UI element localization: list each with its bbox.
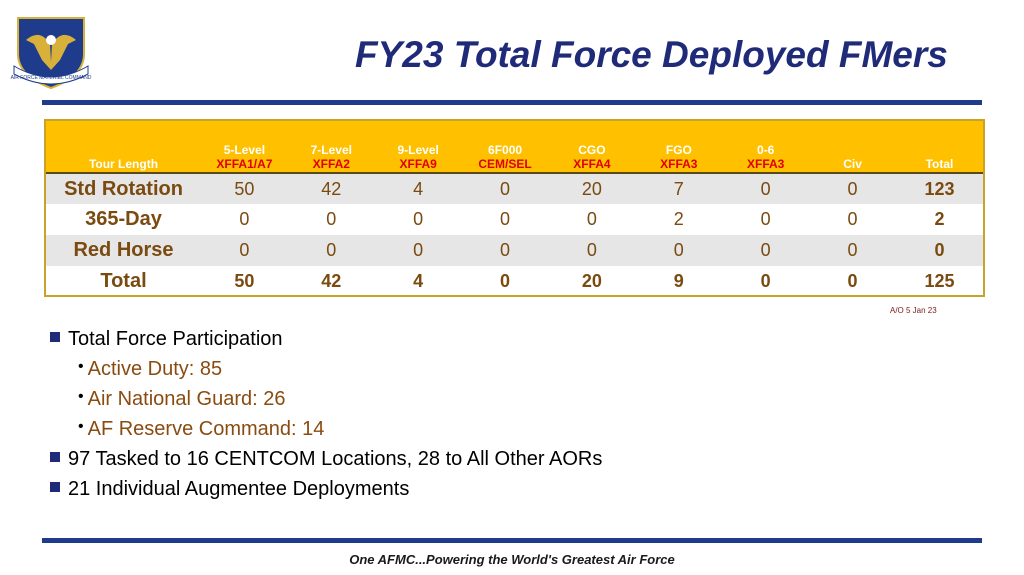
table-row-total: Total 50 42 4 0 20 9 0 0 125 <box>46 266 983 297</box>
table-cell: 0 <box>722 172 810 204</box>
table-cell: 0 <box>760 209 771 229</box>
table-cell: 0 <box>500 209 511 229</box>
table-cell: 0 <box>673 240 684 260</box>
table-cell: 20 <box>548 172 636 204</box>
table-cell: 0 <box>847 240 858 260</box>
table-cell: 7 <box>635 172 723 204</box>
dot-bullet-icon: • <box>78 358 84 375</box>
table-cell: 0 <box>809 172 896 204</box>
dot-bullet-icon: • <box>78 388 84 405</box>
table-cell-total: 125 <box>924 271 955 291</box>
deployment-table: Tour Length 5-Level XFFA1/A7 7-Level XFFA2… <box>44 119 985 297</box>
table-cell: 42 <box>321 271 342 291</box>
bullet-item: Total Force Participation <box>50 328 283 351</box>
table-row-red-horse: Red Horse 0 0 0 0 0 0 0 0 0 <box>46 235 983 266</box>
table-cell: 0 <box>847 209 858 229</box>
table-cell: 0 <box>326 240 337 260</box>
afmc-shield-logo: AIR FORCE MATERIEL COMMAND <box>10 14 92 92</box>
square-bullet-icon <box>50 482 60 492</box>
header-0-6: 0-6 XFFA3 <box>747 143 785 171</box>
row-label: Total <box>100 270 147 292</box>
table-cell-total: 2 <box>934 209 945 229</box>
header-civ: Civ <box>843 157 862 171</box>
table-cell: 20 <box>581 271 602 291</box>
square-bullet-icon <box>50 452 60 462</box>
slide-title: FY23 Total Force Deployed FMers <box>355 34 948 75</box>
table-cell: 0 <box>500 240 511 260</box>
header-9-level: 9-Level XFFA9 <box>397 143 439 171</box>
bullet-item: 21 Individual Augmentee Deployments <box>50 478 409 501</box>
table-cell: 0 <box>326 209 337 229</box>
table-cell: 0 <box>847 271 858 291</box>
top-divider <box>42 100 982 105</box>
sub-bullet-item: • Air National Guard: 26 <box>78 388 286 410</box>
table-cell: 9 <box>673 271 684 291</box>
header-7-level: 7-Level XFFA2 <box>310 143 352 171</box>
header-6f000: 6F000 CEM/SEL <box>478 143 532 171</box>
svg-text:AIR FORCE MATERIEL COMMAND: AIR FORCE MATERIEL COMMAND <box>11 75 92 81</box>
header-5-level: 5-Level XFFA1/A7 <box>216 143 273 171</box>
table-cell-total: 0 <box>934 240 945 260</box>
row-label: Red Horse <box>73 239 174 261</box>
table-row-std-rotation: Std Rotation 50 42 4 0 20 7 0 0 123 <box>46 172 983 204</box>
sub-bullet-item: • Active Duty: 85 <box>78 358 223 380</box>
table-cell: 0 <box>586 240 597 260</box>
row-label: Std Rotation <box>46 172 201 204</box>
bullet-item: 97 Tasked to 16 CENTCOM Locations, 28 to… <box>50 448 602 471</box>
bottom-divider <box>42 538 982 543</box>
table-cell: 0 <box>760 271 771 291</box>
table-cell: 0 <box>239 240 250 260</box>
header-cgo: CGO XFFA4 <box>573 143 611 171</box>
table-row-365-day: 365-Day 0 0 0 0 0 2 0 0 2 <box>46 204 983 235</box>
row-label: 365-Day <box>85 208 162 230</box>
footer-slogan: One AFMC...Powering the World's Greatest… <box>349 552 675 567</box>
table-cell: 2 <box>673 209 684 229</box>
table-cell: 0 <box>239 209 250 229</box>
table-cell: 4 <box>413 271 424 291</box>
sub-bullet-item: • AF Reserve Command: 14 <box>78 418 325 440</box>
header-total: Total <box>925 157 954 171</box>
table-cell: 0 <box>413 240 424 260</box>
table-cell: 0 <box>586 209 597 229</box>
table-cell: 0 <box>500 271 511 291</box>
header-tour-length: Tour Length <box>88 157 159 171</box>
table-header-row: Tour Length 5-Level XFFA1/A7 7-Level XFFA2… <box>46 121 983 173</box>
table-cell: 0 <box>461 172 549 204</box>
table-cell: 0 <box>760 240 771 260</box>
table-cell: 50 <box>234 271 255 291</box>
table-cell-total: 123 <box>896 172 983 204</box>
table-cell: 4 <box>374 172 462 204</box>
as-of-date: A/O 5 Jan 23 <box>890 306 937 315</box>
table-cell: 0 <box>413 209 424 229</box>
square-bullet-icon <box>50 332 60 342</box>
header-fgo: FGO XFFA3 <box>660 143 698 171</box>
table-cell: 50 <box>201 172 288 204</box>
table-cell: 42 <box>287 172 375 204</box>
dot-bullet-icon: • <box>78 418 84 435</box>
